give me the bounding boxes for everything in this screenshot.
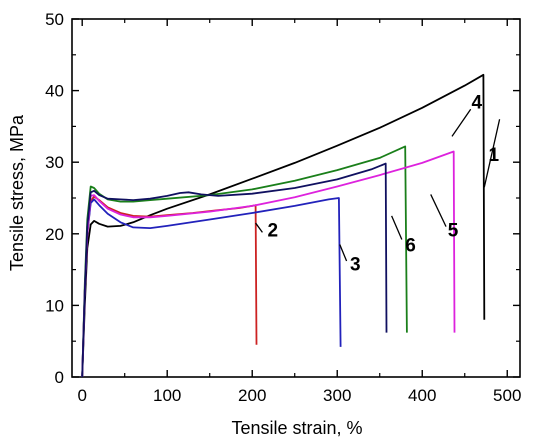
x-tick-label-300: 300 (323, 386, 351, 405)
y-axis-title: Tensile stress, MPa (7, 114, 27, 271)
curve-label-leader-1 (483, 119, 501, 188)
y-tick-label-20: 20 (45, 225, 64, 244)
curve-label-5: 5 (448, 221, 459, 242)
x-tick-label-100: 100 (153, 386, 181, 405)
y-tick-label-40: 40 (45, 82, 64, 101)
x-tick-label-500: 500 (493, 386, 521, 405)
y-tick-label-0: 0 (55, 368, 64, 387)
curve-label-3: 3 (350, 254, 361, 275)
curve-labels: 1 2 3 4 5 6 (255, 93, 501, 275)
curve-label-6: 6 (405, 236, 416, 257)
curve-label-leader-3 (339, 244, 348, 262)
curve-label-2: 2 (268, 221, 279, 242)
x-axis-title: Tensile strain, % (231, 418, 362, 438)
x-tick-label-400: 400 (408, 386, 436, 405)
x-tick-label-200: 200 (238, 386, 266, 405)
y-tick-label-50: 50 (45, 10, 64, 29)
axes: 0 100 200 300 400 500 0 10 20 30 40 50 (45, 10, 521, 405)
y-tick-label-30: 30 (45, 153, 64, 172)
curve-label-leader-4 (451, 108, 472, 137)
x-tick-label-0: 0 (77, 386, 86, 405)
series-lines (81, 73, 486, 378)
y-tick-label-10: 10 (45, 296, 64, 315)
series-line-2 (81, 195, 258, 378)
series-line-6 (81, 162, 388, 378)
curve-label-leader-6 (391, 215, 403, 240)
series-line-1 (81, 73, 486, 378)
plot-frame (71, 18, 521, 378)
curve-label-1: 1 (489, 145, 500, 166)
curve-label-4: 4 (472, 93, 483, 114)
curve-label-leader-2 (255, 222, 263, 233)
curve-label-leader-5 (430, 194, 447, 227)
